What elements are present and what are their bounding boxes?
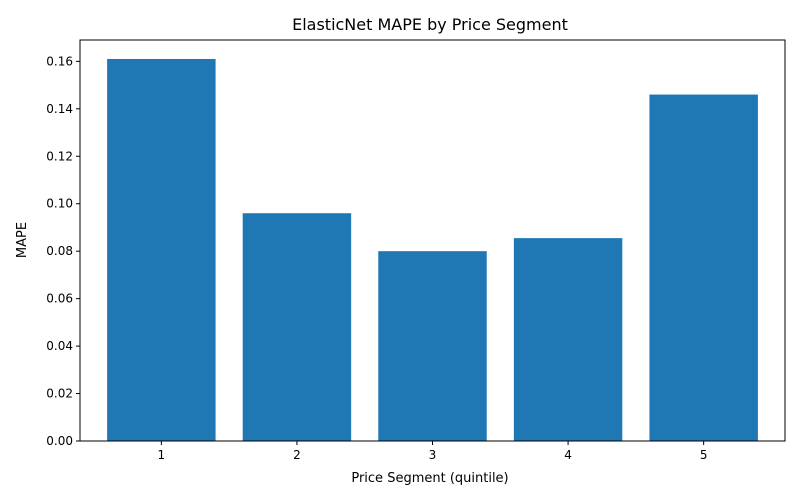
chart-title: ElasticNet MAPE by Price Segment [292,15,568,34]
plot-frame [79,39,786,442]
x-tick-label: 1 [158,448,166,462]
y-tick-label: 0.10 [46,197,73,211]
y-axis-ticks: 0.00 0.02 0.04 0.06 0.08 0.10 0.12 0.14 0.16 [46,54,80,448]
x-tick-label: 3 [429,448,437,462]
y-tick-label: 0.04 [46,339,73,353]
y-tick-label: 0.02 [46,387,73,401]
y-tick-label: 0.16 [46,54,73,68]
bar-4 [513,238,623,441]
bar-5 [649,94,758,441]
x-axis-ticks: 1 2 3 4 5 [158,441,708,462]
x-tick-label: 2 [293,448,301,462]
bar-1 [107,58,216,442]
x-tick-label: 4 [564,448,572,462]
y-tick-label: 0.00 [46,434,73,448]
x-axis-label: Price Segment (quintile) [351,471,508,486]
y-tick-label: 0.12 [46,149,73,163]
x-tick-label: 5 [700,448,708,462]
bar-3 [378,251,487,441]
y-tick-label: 0.06 [46,292,73,306]
y-axis-label: MAPE [15,222,30,258]
y-tick-label: 0.08 [46,244,73,258]
bars-group [107,58,758,442]
y-tick-label: 0.14 [46,102,73,116]
bar-2 [242,213,352,441]
